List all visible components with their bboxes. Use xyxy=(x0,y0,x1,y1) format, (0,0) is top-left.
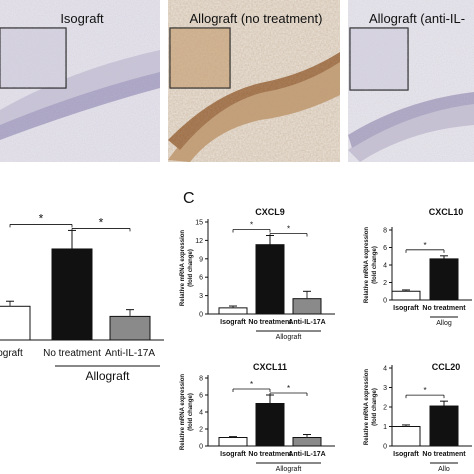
significance-star: * xyxy=(287,224,290,233)
bar xyxy=(292,437,322,447)
category-label: Isograft xyxy=(393,451,419,458)
category-label: No treatment xyxy=(43,348,101,359)
y-axis-label: Relative mRNA expression xyxy=(180,230,186,306)
y-tick-label: 3 xyxy=(383,385,387,392)
y-tick-label: 4 xyxy=(383,263,387,270)
significance-star: * xyxy=(250,220,253,229)
y-tick-label: 0 xyxy=(383,298,387,305)
group-label: Allograft xyxy=(276,334,302,341)
chart-title: CCL20 xyxy=(432,362,461,372)
y-tick-label: 3 xyxy=(199,293,203,300)
y-tick-label: 8 xyxy=(199,376,203,383)
y-tick-label: 9 xyxy=(199,256,203,263)
chart-title: CXCL9 xyxy=(255,207,285,217)
bar xyxy=(292,298,322,315)
y-tick-label: 6 xyxy=(383,245,387,252)
y-tick-label: 15 xyxy=(195,220,203,227)
micrograph-allograft-no-treatment: Allograft (no treatment) xyxy=(168,0,340,162)
chart-left-partial: ograft No treatment Anti-IL-17A Allograft * * xyxy=(0,211,164,383)
significance-star: * xyxy=(423,241,426,250)
chart-title: CXCL10 xyxy=(429,207,464,217)
y-tick-label: 1 xyxy=(383,424,387,431)
micrograph-allograft-anti-il: Allograft (anti-IL- xyxy=(348,0,474,162)
category-label: Isograft xyxy=(220,451,246,458)
bar xyxy=(255,403,285,447)
bar xyxy=(255,244,285,315)
bar xyxy=(391,290,421,301)
significance-star: * xyxy=(423,386,426,395)
y-tick-label: 0 xyxy=(199,312,203,319)
y-axis-label: (fold change) xyxy=(188,249,194,287)
category-label: No treatment xyxy=(248,451,292,458)
y-axis-label: Relative mRNA expression xyxy=(180,374,186,450)
bar xyxy=(429,258,459,301)
y-tick-label: 8 xyxy=(383,228,387,235)
group-label: Allog xyxy=(436,320,452,327)
bar xyxy=(109,315,151,341)
y-axis-label: (fold change) xyxy=(372,246,378,284)
bar xyxy=(429,405,459,447)
micrograph-label-isograft: Isograft xyxy=(60,11,104,26)
chart-title: CXCL11 xyxy=(253,362,287,372)
y-axis-label: (fold change) xyxy=(188,393,194,431)
y-tick-label: 6 xyxy=(199,393,203,400)
category-label: No treatment xyxy=(248,319,292,326)
chart-ccl20: CCL20 0 1 2 3 4 Relative mRNA expression (fold … xyxy=(364,362,472,473)
y-tick-label: 2 xyxy=(383,280,387,287)
y-tick-label: 4 xyxy=(383,366,387,373)
micrograph-label-allograft-no-treatment: Allograft (no treatment) xyxy=(190,11,323,26)
micrograph-label-allograft-anti-il: Allograft (anti-IL- xyxy=(369,11,465,26)
y-tick-label: 12 xyxy=(195,238,203,245)
y-axis-label: (fold change) xyxy=(372,388,378,426)
significance-star: * xyxy=(99,215,104,229)
panel-letter-c: C xyxy=(183,190,195,207)
y-axis-label: Relative mRNA expression xyxy=(364,369,370,445)
chart-cxcl9: CXCL9 0 3 6 9 12 15 Relative mRNA expression (fo… xyxy=(180,207,335,341)
group-label: Allograft xyxy=(85,369,130,383)
bar xyxy=(0,305,31,341)
bar xyxy=(391,426,421,447)
micrograph-isograft: Isograft xyxy=(0,0,160,162)
significance-star: * xyxy=(250,380,253,389)
chart-cxcl10: CXCL10 0 2 4 6 8 Relative mRNA expression (fold… xyxy=(364,207,472,327)
group-label: Allo xyxy=(438,466,450,473)
category-label: No treatment xyxy=(422,305,466,312)
y-tick-label: 0 xyxy=(383,444,387,451)
y-axis-label: Relative mRNA expression xyxy=(364,227,370,303)
bar xyxy=(218,437,248,447)
group-label: Allograft xyxy=(276,466,302,473)
category-label: Anti-IL-17A xyxy=(288,319,325,326)
category-label: No treatment xyxy=(422,451,466,458)
significance-star: * xyxy=(287,384,290,393)
category-label: Anti-IL-17A xyxy=(288,451,325,458)
y-tick-label: 2 xyxy=(383,405,387,412)
chart-cxcl11: CXCL11 0 2 4 6 8 Relative mRNA expression (fold… xyxy=(180,362,335,473)
y-tick-label: 6 xyxy=(199,275,203,282)
y-tick-label: 4 xyxy=(199,410,203,417)
category-label: Anti-IL-17A xyxy=(105,348,155,359)
category-label: Isograft xyxy=(393,305,419,312)
bar xyxy=(51,248,93,341)
y-tick-label: 0 xyxy=(199,444,203,451)
bar xyxy=(218,307,248,315)
category-label: Isograft xyxy=(220,319,246,326)
significance-star: * xyxy=(39,211,44,225)
category-label: ograft xyxy=(0,348,23,359)
y-tick-label: 2 xyxy=(199,427,203,434)
